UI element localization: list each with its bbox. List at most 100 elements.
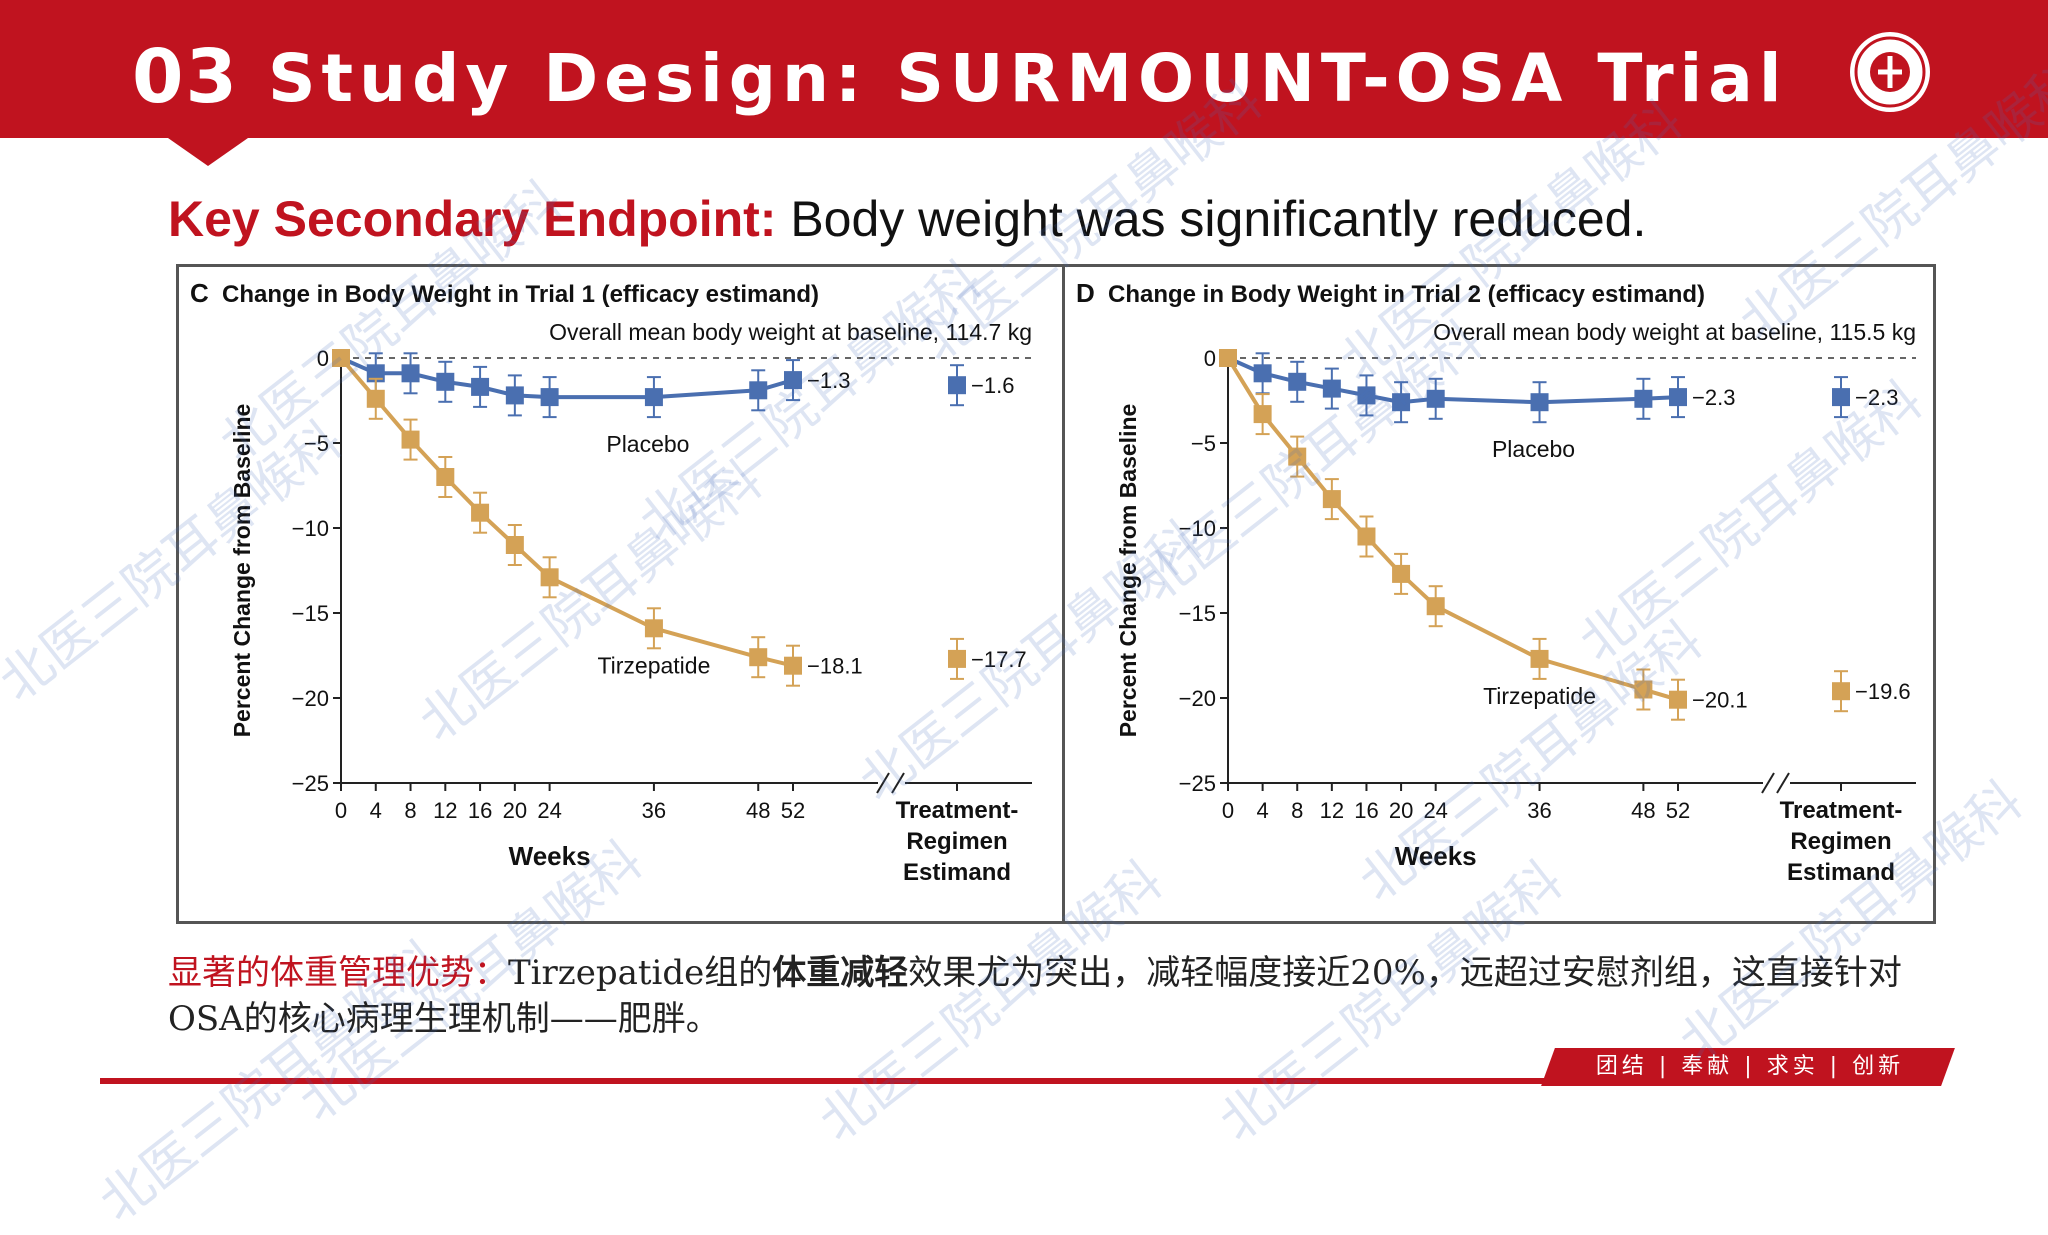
tirzepatide-line — [339, 356, 794, 668]
placebo-point — [1669, 388, 1687, 407]
y-axis-title: Percent Change from Baseline — [229, 404, 255, 738]
tirzepatide-point — [784, 656, 802, 675]
regimen-label-3: Estimand — [1787, 859, 1895, 886]
x-tick-label: 52 — [1666, 798, 1690, 823]
tirzepatide-series-label: Tirzepatide — [597, 652, 710, 678]
tirzepatide-regimen-label: −17.7 — [971, 647, 1027, 672]
caption-emphasis: 体重减轻 — [772, 953, 909, 993]
tirzepatide-point — [1392, 564, 1411, 583]
axis-break-mark — [891, 772, 905, 794]
tirzepatide-point — [332, 349, 350, 367]
placebo-point — [1288, 372, 1307, 391]
placebo-end-label: −2.3 — [1692, 385, 1735, 410]
tirzepatide-point — [540, 568, 559, 587]
y-tick-label: −15 — [292, 601, 329, 626]
tirzepatide-point — [1426, 597, 1445, 616]
x-tick-label: 8 — [1291, 798, 1303, 823]
tirzepatide-point — [1530, 649, 1549, 668]
x-tick-label: 48 — [1631, 798, 1655, 823]
tirzepatide-point — [749, 648, 768, 667]
panel-divider — [1062, 264, 1065, 924]
caption-part1: Tirzepatide组的 — [508, 953, 773, 993]
tirzepatide-point — [436, 468, 455, 486]
panel-letter: D — [1076, 278, 1095, 308]
caption-text: 显著的体重管理优势：Tirzepatide组的体重减轻效果尤为突出，减轻幅度接近… — [168, 950, 1948, 1042]
x-tick-label: 52 — [781, 798, 805, 823]
placebo-point — [1530, 393, 1549, 412]
placebo-point — [540, 388, 559, 407]
x-tick-label: 20 — [1389, 798, 1413, 823]
y-tick-label: 0 — [317, 346, 329, 371]
chart-panel-d: D Change in Body Weight in Trial 2 (effic… — [1076, 278, 1916, 886]
x-tick-label: 16 — [468, 798, 492, 823]
panel-title: Change in Body Weight in Trial 1 (effica… — [222, 281, 819, 308]
regimen-label-3: Estimand — [903, 859, 1011, 886]
header-bar — [0, 0, 2048, 138]
tirzepatide-point — [505, 536, 524, 554]
footer-motto: 团结 | 奉献 | 求实 | 创新 — [1595, 1054, 1905, 1079]
y-tick-label: −25 — [292, 771, 329, 796]
y-tick-label: −20 — [292, 686, 329, 711]
tirzepatide-point — [1322, 490, 1341, 509]
y-tick-label: −5 — [304, 431, 329, 456]
placebo-end-label: −1.3 — [807, 368, 850, 393]
placebo-regimen-point — [948, 376, 966, 395]
tirzepatide-line — [1226, 356, 1679, 702]
key-endpoint-heading: Key Secondary Endpoint: Body weight was … — [168, 190, 1646, 248]
caption-part2: 效果尤为突出，减轻幅度接近20%，远超过安慰剂组，这直接针对OSA的核心病理生理… — [168, 953, 1902, 1039]
tirzepatide-end-label: −18.1 — [807, 654, 863, 679]
x-tick-label: 12 — [1320, 798, 1344, 823]
baseline-note: Overall mean body weight at baseline, 11… — [549, 319, 1032, 345]
x-tick-label: 0 — [1222, 798, 1234, 823]
x-tick-label: 36 — [1527, 798, 1551, 823]
tirzepatide-series-label: Tirzepatide — [1483, 683, 1596, 709]
x-tick-label: 24 — [1423, 798, 1447, 823]
tirzepatide-end-label: −20.1 — [1692, 688, 1748, 713]
regimen-label-1: Treatment- — [1780, 797, 1903, 824]
panel-title: Change in Body Weight in Trial 2 (effica… — [1108, 281, 1705, 308]
slide-title: Study Design: SURMOUNT-OSA Trial — [268, 40, 1788, 117]
placebo-point — [749, 381, 768, 400]
y-tick-label: −10 — [292, 516, 329, 541]
placebo-regimen-point — [1832, 388, 1850, 407]
axis-break-mark — [1761, 772, 1775, 794]
placebo-point — [1426, 389, 1445, 408]
x-tick-label: 36 — [642, 798, 666, 823]
figure-frame — [176, 264, 1936, 924]
x-tick-label: 48 — [746, 798, 770, 823]
y-tick-label: −15 — [1179, 601, 1216, 626]
chart-panel-c: C Change in Body Weight in Trial 1 (effic… — [190, 278, 1032, 886]
placebo-point — [1634, 389, 1653, 408]
y-tick-label: 0 — [1204, 346, 1216, 371]
placebo-line — [340, 356, 794, 400]
tirzepatide-point — [366, 389, 385, 408]
y-tick-label: −20 — [1179, 686, 1216, 711]
placebo-point — [436, 372, 455, 391]
placebo-point — [644, 388, 663, 407]
tirzepatide-point — [401, 430, 420, 449]
tirzepatide-point — [1634, 680, 1653, 699]
panel-letter: C — [190, 278, 209, 308]
regimen-label-1: Treatment- — [896, 797, 1019, 824]
baseline-note: Overall mean body weight at baseline, 11… — [1433, 319, 1916, 345]
y-tick-label: −25 — [1179, 771, 1216, 796]
x-tick-label: 20 — [503, 798, 527, 823]
placebo-point — [505, 386, 524, 405]
placebo-regimen-label: −1.6 — [971, 373, 1014, 398]
x-axis-title: Weeks — [509, 841, 591, 871]
tirzepatide-point — [471, 503, 490, 522]
placebo-point — [401, 364, 420, 383]
tirzepatide-point — [1253, 405, 1272, 424]
placebo-point — [1253, 364, 1272, 383]
placebo-point — [784, 371, 802, 390]
tirzepatide-point — [1669, 690, 1687, 709]
placebo-line — [1227, 356, 1679, 405]
x-tick-label: 12 — [433, 798, 457, 823]
placebo-point — [1392, 393, 1411, 412]
tirzepatide-regimen-point — [948, 649, 966, 668]
placebo-regimen-label: −2.3 — [1855, 385, 1898, 410]
tirzepatide-point — [644, 619, 663, 638]
placebo-point — [1322, 379, 1341, 398]
x-tick-label: 24 — [537, 798, 561, 823]
endpoint-label: Key Secondary Endpoint: — [168, 191, 777, 247]
